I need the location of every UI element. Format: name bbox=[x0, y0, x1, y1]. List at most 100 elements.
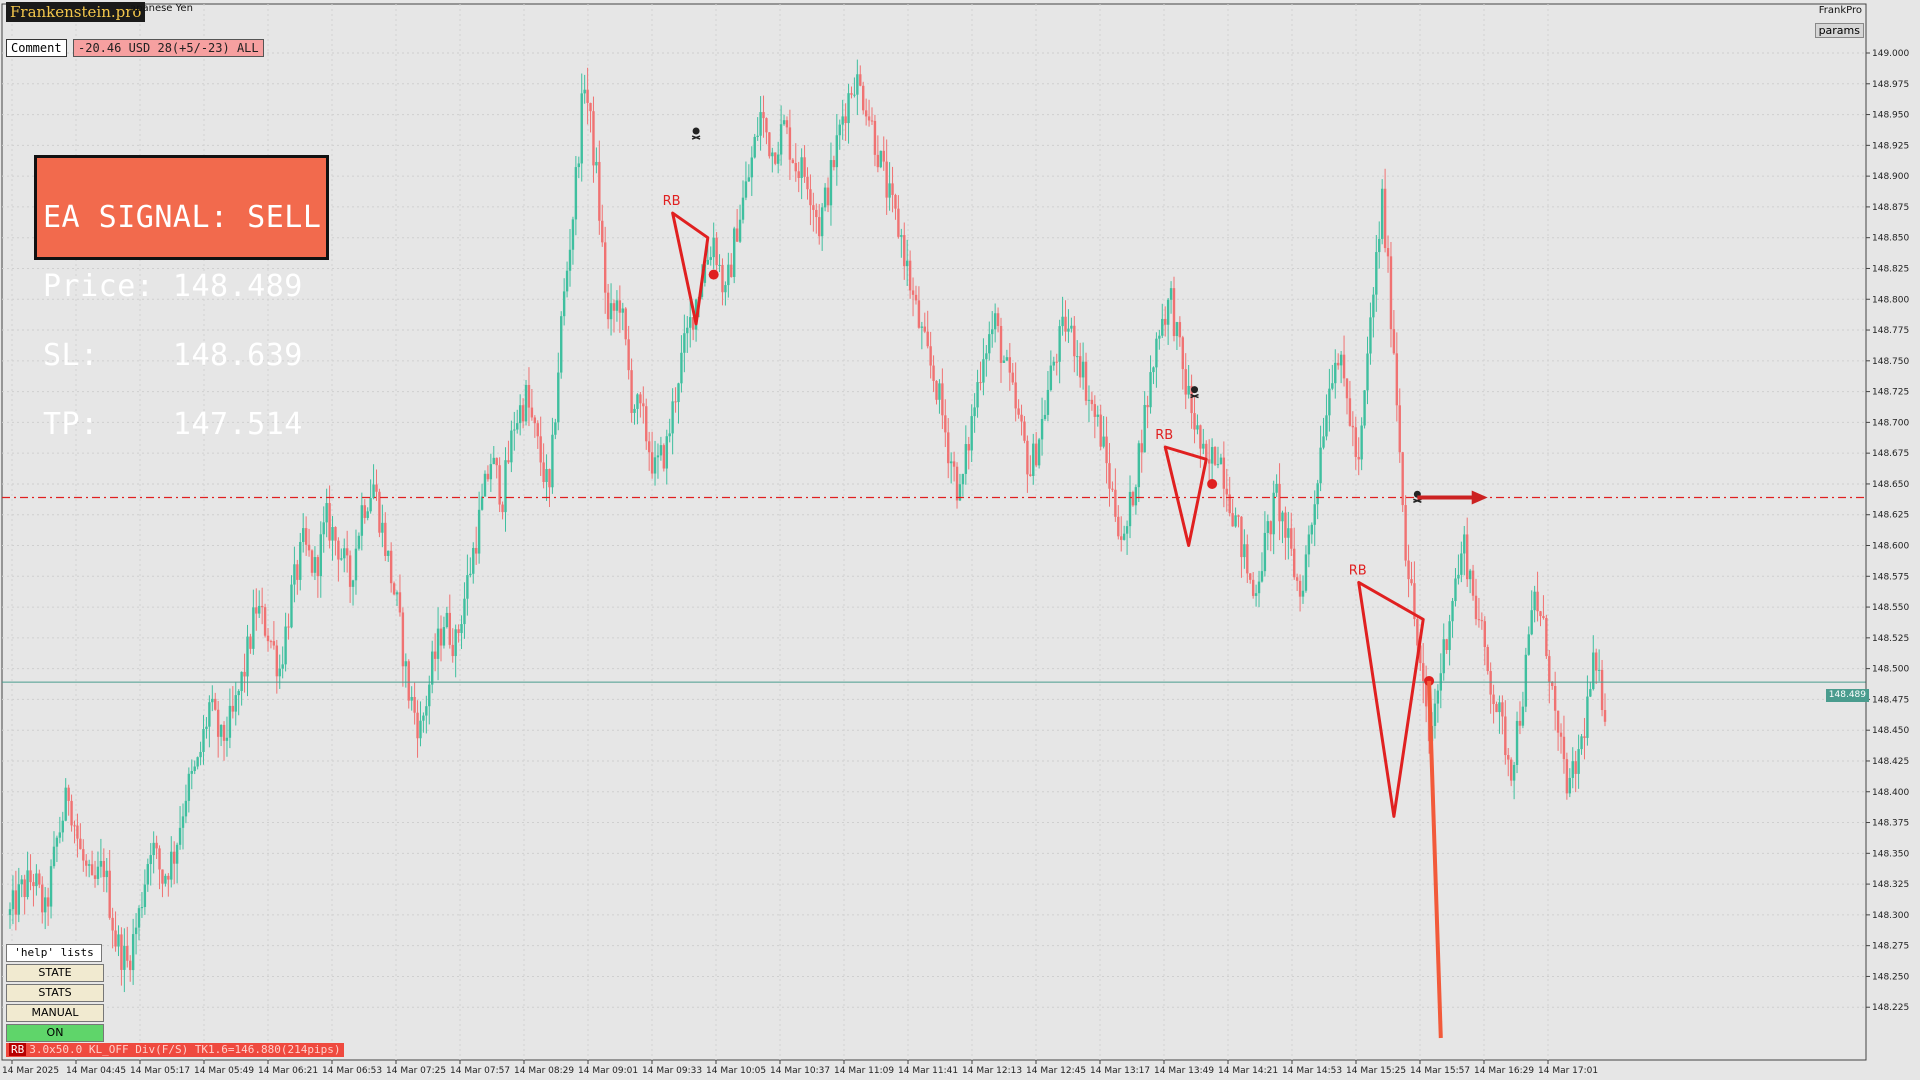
candle-body bbox=[1586, 696, 1589, 738]
candle-body bbox=[1046, 389, 1050, 415]
candle-body bbox=[1251, 579, 1255, 596]
candle-body bbox=[624, 308, 627, 340]
candle-body bbox=[14, 890, 18, 915]
candle-body bbox=[366, 511, 369, 518]
candle-body bbox=[1207, 459, 1211, 464]
candle-body bbox=[1266, 521, 1270, 533]
candle-body bbox=[982, 359, 985, 383]
candle-body bbox=[322, 522, 325, 535]
candle-body bbox=[1595, 652, 1598, 671]
candle-body bbox=[1328, 388, 1331, 416]
candle-body bbox=[1055, 361, 1058, 363]
candle-body bbox=[70, 800, 73, 826]
candle-body bbox=[463, 598, 466, 625]
candle-body bbox=[595, 161, 598, 166]
candle-body bbox=[818, 217, 821, 237]
candle-body bbox=[392, 583, 396, 595]
candle-body bbox=[642, 403, 645, 407]
candle-body bbox=[469, 573, 472, 576]
candle-body bbox=[114, 930, 117, 947]
candle-body bbox=[102, 860, 106, 878]
candle-body bbox=[853, 94, 856, 96]
candle-body bbox=[1375, 252, 1378, 295]
candle-body bbox=[1527, 634, 1530, 655]
candle-body bbox=[1114, 489, 1117, 517]
time-tick-label: 14 Mar 15:25 bbox=[1346, 1066, 1406, 1076]
candle-body bbox=[1272, 492, 1275, 535]
candle-body bbox=[879, 150, 882, 168]
candle-body bbox=[850, 93, 853, 95]
time-tick-label: 14 Mar 16:29 bbox=[1474, 1066, 1534, 1076]
candle-body bbox=[425, 706, 428, 716]
price-tick-label: 148.850 bbox=[1872, 234, 1909, 244]
candle-body bbox=[1084, 361, 1088, 401]
candle-body bbox=[832, 160, 836, 168]
candle-body bbox=[328, 503, 331, 541]
rb-pattern-triangle bbox=[671, 211, 710, 326]
candle-body bbox=[1102, 436, 1105, 447]
time-tick-label: 14 Mar 17:01 bbox=[1538, 1066, 1598, 1076]
candle-body bbox=[1372, 294, 1375, 318]
candle-body bbox=[108, 870, 111, 918]
candle-body bbox=[1193, 413, 1196, 430]
candle-body bbox=[345, 548, 349, 556]
price-tick-label: 148.950 bbox=[1872, 111, 1909, 121]
candle-body bbox=[774, 152, 777, 164]
candle-body bbox=[768, 132, 771, 157]
candle-body bbox=[313, 557, 317, 573]
candle-body bbox=[735, 228, 739, 242]
candle-body bbox=[1199, 425, 1202, 449]
candle-body bbox=[738, 219, 742, 242]
candle-body bbox=[507, 460, 510, 463]
candle-body bbox=[970, 416, 973, 451]
candle-body bbox=[1011, 372, 1014, 383]
candle-body bbox=[897, 208, 900, 237]
candle-body bbox=[952, 461, 956, 467]
candle-body bbox=[1070, 325, 1073, 329]
price-tick-label: 148.725 bbox=[1872, 388, 1909, 398]
candle-body bbox=[1357, 456, 1360, 460]
candle-body bbox=[76, 825, 79, 839]
candle-body bbox=[1536, 591, 1539, 612]
candle-body bbox=[404, 661, 408, 667]
comment-button[interactable]: Comment bbox=[6, 39, 67, 57]
candle-body bbox=[741, 197, 745, 220]
price-tick-label: 148.925 bbox=[1872, 141, 1909, 151]
candle-body bbox=[1445, 639, 1448, 650]
candle-body bbox=[1254, 593, 1258, 596]
candle-body bbox=[524, 384, 528, 422]
candle-body bbox=[269, 641, 273, 643]
candle-body bbox=[483, 473, 487, 497]
time-tick-label: 14 Mar 14:53 bbox=[1282, 1066, 1342, 1076]
candle-body bbox=[935, 380, 938, 400]
candle-body bbox=[949, 461, 953, 464]
on-toggle-button[interactable]: ON bbox=[6, 1024, 104, 1042]
candle-body bbox=[545, 469, 548, 483]
stats-button[interactable]: STATS bbox=[6, 984, 104, 1002]
candle-body bbox=[762, 112, 765, 119]
candle-body bbox=[1322, 436, 1325, 448]
manual-button[interactable]: MANUAL bbox=[6, 1004, 104, 1022]
candle-body bbox=[627, 339, 630, 371]
candle-body bbox=[829, 160, 833, 206]
candle-body bbox=[788, 127, 792, 160]
candle-body bbox=[422, 715, 425, 721]
skull-head bbox=[1191, 386, 1199, 394]
candle-body bbox=[1448, 621, 1451, 650]
candle-body bbox=[1460, 553, 1463, 575]
candle-body bbox=[1471, 570, 1475, 596]
price-axis: 149.000 148.975 148.950 148.925 148.900 148.8… bbox=[1865, 4, 1909, 1060]
candle-body bbox=[712, 237, 715, 258]
candle-body bbox=[1319, 447, 1322, 484]
candle-body bbox=[1301, 590, 1305, 597]
candle-body bbox=[797, 171, 800, 178]
params-button[interactable]: params bbox=[1814, 23, 1864, 38]
candle-body bbox=[724, 285, 727, 293]
state-button[interactable]: STATE bbox=[6, 964, 104, 982]
candle-body bbox=[161, 869, 164, 884]
candle-body bbox=[996, 313, 1000, 326]
candle-body bbox=[862, 85, 865, 111]
price-tick-label: 148.800 bbox=[1872, 295, 1909, 305]
candle-body bbox=[126, 945, 129, 961]
candle-body bbox=[776, 154, 780, 164]
